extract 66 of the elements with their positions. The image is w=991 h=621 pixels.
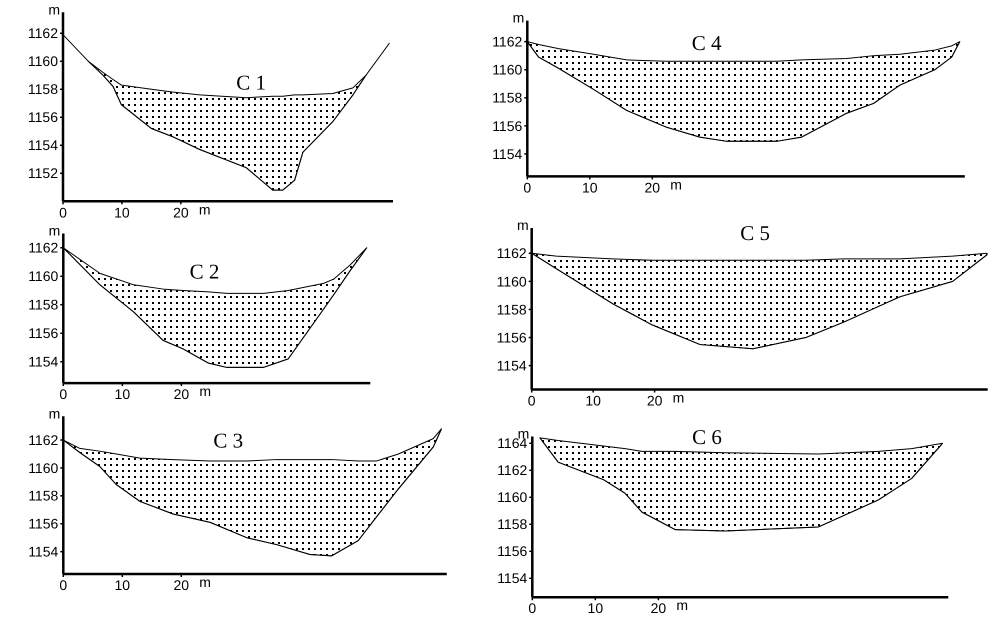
y-tick-label: 1154 <box>492 146 523 162</box>
x-tick-label: 10 <box>114 577 130 593</box>
y-tick-label: 1160 <box>28 460 59 476</box>
y-tick-label: 1154 <box>28 354 59 370</box>
y-tick-label: 1160 <box>28 268 59 284</box>
y-tick-label: 1158 <box>28 81 58 98</box>
x-axis-title: m <box>670 176 682 192</box>
y-tick-label: 1154 <box>497 570 528 586</box>
x-tick-label: 0 <box>59 577 68 593</box>
y-axis-title: m <box>48 1 60 18</box>
x-tick-label: 10 <box>114 204 130 220</box>
y-axis-title: m <box>517 217 529 233</box>
y-tick-label: 1160 <box>497 489 528 506</box>
text: C 1 <box>236 70 266 95</box>
y-tick-label: 1162 <box>492 34 523 50</box>
y-axis-title: m <box>48 405 60 422</box>
y-tick-label: 1156 <box>28 109 58 126</box>
text: C 2 <box>190 259 220 284</box>
chart-title: C 6 <box>692 424 722 449</box>
y-tick-label: 1154 <box>28 137 58 154</box>
y-tick-label: 1156 <box>28 325 59 342</box>
y-tick-label: 1162 <box>28 240 59 256</box>
x-axis-title: m <box>676 597 688 614</box>
x-tick-label: 0 <box>528 600 536 616</box>
x-tick-label: 10 <box>588 600 604 616</box>
text: C 4 <box>692 30 722 55</box>
y-tick-label: 1158 <box>28 488 59 504</box>
x-tick-label: 0 <box>528 392 536 408</box>
y-axis-title: m <box>512 10 524 26</box>
x-tick-label: 20 <box>646 392 663 408</box>
y-tick-label: 1158 <box>497 516 528 532</box>
x-tick-label: 20 <box>650 600 666 616</box>
y-tick-label: 1160 <box>496 273 527 290</box>
y-tick-label: 1162 <box>497 462 528 478</box>
y-tick-label: 1162 <box>28 432 59 448</box>
x-tick-label: 20 <box>174 386 190 402</box>
y-tick-label: 1156 <box>28 516 59 532</box>
x-tick-label: 10 <box>114 386 130 402</box>
x-tick-label: 10 <box>582 179 598 196</box>
y-tick-label: 1162 <box>28 25 58 42</box>
y-tick-label: 1158 <box>28 296 59 313</box>
x-axis-title: m <box>199 574 211 590</box>
x-axis-title: m <box>672 390 684 406</box>
x-tick-label: 10 <box>585 392 602 408</box>
y-tick-label: 1162 <box>496 245 527 262</box>
y-axis-title: m <box>48 222 60 238</box>
y-tick-label: 1154 <box>28 544 59 560</box>
x-tick-label: 20 <box>174 577 190 593</box>
chart-title: C 5 <box>740 221 770 246</box>
y-tick-label: 1154 <box>496 358 527 374</box>
x-tick-label: 0 <box>59 204 68 220</box>
x-axis-title: m <box>199 383 212 400</box>
y-tick-label: 1160 <box>492 62 523 78</box>
x-tick-label: 0 <box>523 179 532 196</box>
x-axis-title: m <box>198 201 211 218</box>
y-tick-label: 1156 <box>496 329 527 346</box>
x-tick-label: 20 <box>644 179 660 196</box>
y-tick-label: 1160 <box>28 53 58 70</box>
x-tick-label: 0 <box>59 386 68 402</box>
y-tick-label: 1158 <box>492 90 523 106</box>
y-tick-label: 1156 <box>497 543 528 560</box>
y-tick-label: 1152 <box>28 165 58 182</box>
y-tick-label: 1158 <box>496 301 527 318</box>
text: C 3 <box>213 428 244 452</box>
x-tick-label: 20 <box>173 204 189 220</box>
y-tick-label: 1156 <box>492 118 523 134</box>
